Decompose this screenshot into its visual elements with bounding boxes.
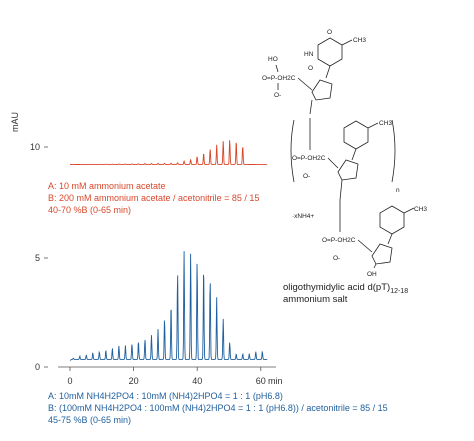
ho-p-label: HO [268,56,278,63]
ch3-mid-label: CH3 [379,120,392,127]
o-top2-label: O [308,65,313,72]
thymine-ring-mid [343,120,369,150]
hn-top-label: HN [304,51,314,58]
top-condition-b: B: 200 mM ammonium acetate / acetonitril… [48,193,259,203]
n-subscript: n [396,187,400,194]
o-minus-top-label: O- [274,92,281,99]
bottom-series-line [69,251,268,361]
top-y-axis-label: mAU [10,112,20,132]
x-axis-unit: min [268,376,283,386]
bottom-y-tick-5: 5 [35,253,40,263]
p-top-label: O=P-OH2C [262,75,296,82]
top-condition-a: A: 10 mM ammonium acetate [48,181,166,191]
bottom-y-tick-0: 0 [35,362,40,372]
oh-label: OH [367,271,377,278]
thymine-ring-top [317,37,343,67]
o-minus-mid-label: O- [303,173,310,180]
sugar-ring-bot [371,243,393,265]
bottom-condition-a: A: 10mM NH4H2PO4 : 10mM (NH4)2HPO4 = 1 :… [48,391,283,401]
o-top-label: O [327,29,332,36]
chemical-structure: CH3 HN O O HO O=P-OH2C O- n CH3 O=P-OH2C… [262,29,427,278]
top-y-tick-10: 10 [30,142,40,152]
thymine-ring-bot [379,205,405,235]
ammonium-label: ·xNH4+ [292,213,314,220]
x-axis-ticks: 0 20 40 60 [67,367,266,386]
bottom-condition-b: B: (100mM NH4H2PO4 : 100mM (NH4)2HPO4 = … [48,403,388,413]
x-tick-label-20: 20 [129,376,139,386]
top-series-line [70,140,268,166]
sugar-ring-top [311,79,333,101]
ch3-top-label: CH3 [353,37,366,44]
compound-name-main: oligothymidylic acid d(pT) [283,282,390,293]
top-condition-gradient: 40-70 %B (0-65 min) [48,205,131,215]
ch3-bot-label: CH3 [414,206,427,213]
p-mid-label: O=P-OH2C [292,155,326,162]
x-tick-label-40: 40 [192,376,202,386]
bottom-condition-gradient: 45-75 %B (0-65 min) [48,415,131,425]
compound-salt: ammonium salt [283,294,348,305]
compound-name: oligothymidylic acid d(pT)12-18 [283,282,408,295]
top-chromatogram: mAU 10 [10,112,268,166]
bottom-chromatogram: 5 0 0 20 40 60 min [35,251,283,386]
x-tick-label-0: 0 [67,376,72,386]
o-minus-bot-label: O- [333,255,340,262]
sugar-ring-mid [337,159,359,181]
x-tick-label-60: 60 [256,376,266,386]
p-bot-label: O=P-OH2C [322,237,356,244]
compound-name-subscript: 12-18 [390,288,408,295]
